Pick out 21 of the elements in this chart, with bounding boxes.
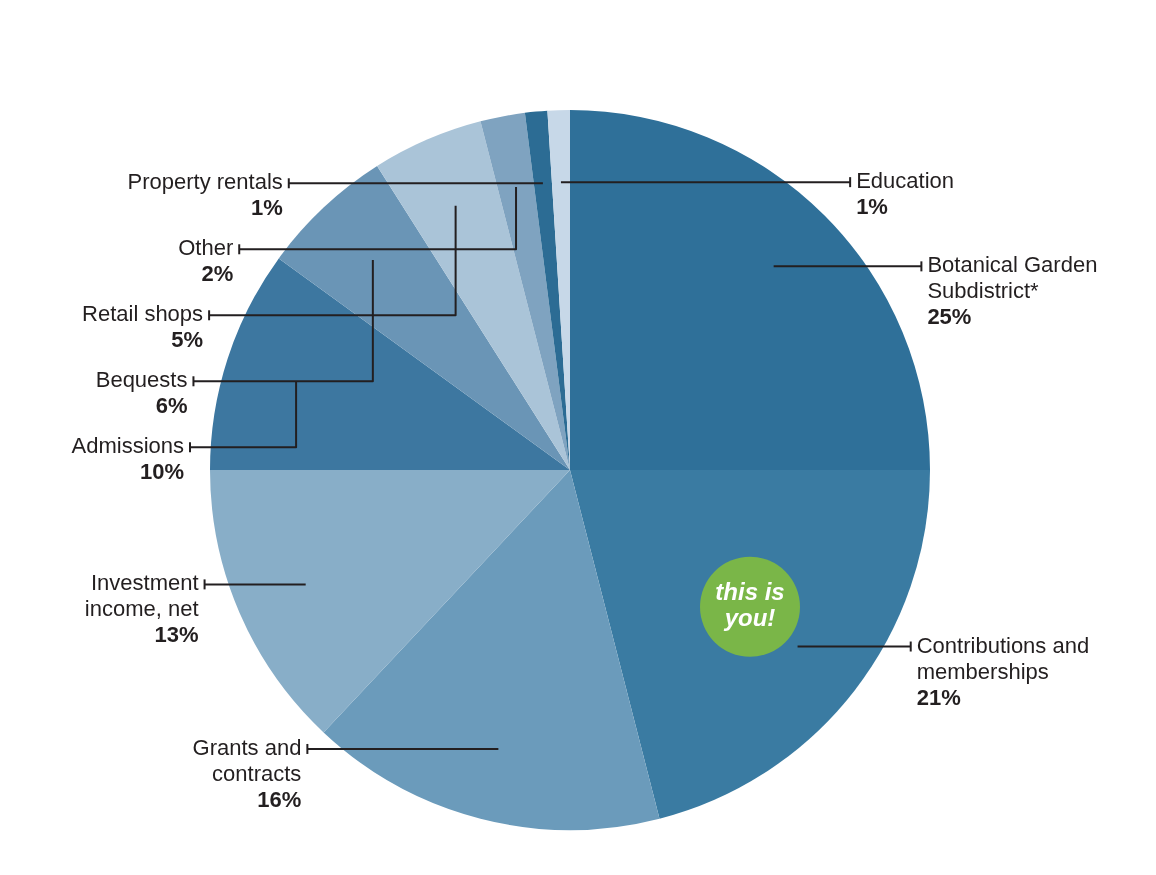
slice-label: Investment income, net: [84, 570, 199, 622]
slice-label: Botanical Garden Subdistrict*: [927, 252, 1098, 304]
data-label: 6%: [155, 393, 188, 419]
data-label: 21%: [916, 684, 961, 710]
data-label: 1%: [856, 194, 888, 220]
data-label: 2%: [201, 261, 234, 287]
data-label: 16%: [257, 787, 302, 813]
slice-label: Education: [856, 168, 954, 194]
slice-label: Grants and contracts: [192, 735, 302, 787]
data-label: 10%: [139, 459, 184, 485]
data-label: 5%: [171, 327, 204, 353]
slice-label: Bequests: [95, 367, 188, 393]
data-label: 25%: [927, 304, 972, 330]
slice-label: Retail shops: [82, 301, 204, 327]
slice-label: Other: [178, 235, 234, 261]
text: this is you!: [715, 578, 785, 632]
data-label: 1%: [250, 195, 283, 221]
slice-label: Admissions: [71, 433, 184, 459]
data-label: 13%: [154, 622, 199, 648]
slice-label: Property rentals: [127, 169, 283, 195]
slice-label: Contributions and memberships: [916, 632, 1090, 684]
